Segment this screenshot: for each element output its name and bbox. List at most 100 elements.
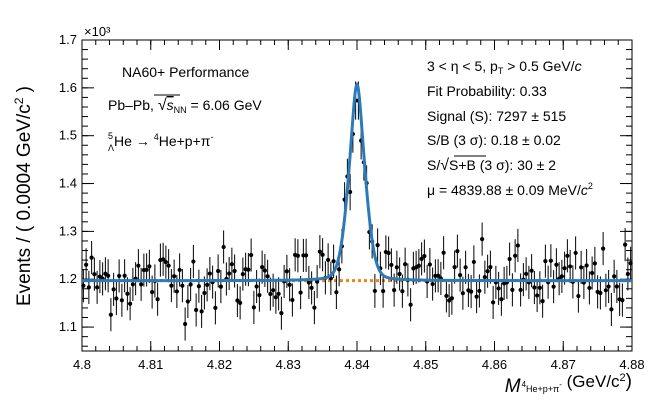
data-point [183,321,188,327]
data-point [331,259,336,264]
data-point [529,268,534,273]
data-point [295,253,300,258]
data-point [452,264,457,270]
data-point [260,265,265,270]
data-point [416,263,421,268]
data-point [507,256,512,262]
data-point [568,264,573,269]
data-point [221,244,226,250]
data-point [444,293,449,299]
data-point [537,285,542,290]
data-point [587,285,592,291]
data-point [518,287,523,293]
data-point [136,263,141,268]
data-point [191,259,196,264]
data-point [216,268,221,274]
fit-curve-group [82,82,632,283]
data-point [287,282,292,287]
annotation-system: Pb–Pb, √sNN = 6.06 GeV [108,97,262,115]
data-point [337,267,342,272]
data-point [430,281,435,287]
data-point [185,299,190,304]
data-point [584,263,589,268]
axis-ticks: 4.8 4.81 4.82 4.83 4.84 4.85 4.86 4.87 4.88 1.1 1.… [59,32,645,372]
x-tick-label: 4.87 [551,357,576,372]
data-point [139,282,144,287]
data-point [180,283,185,288]
data-point [449,296,454,301]
x-tick-label: 4.88 [619,357,644,372]
data-point [403,262,408,267]
data-point [397,271,402,277]
data-point [513,253,518,258]
annotation-significance: S/√S+B (3 σ): 30 ± 2 [427,157,556,174]
data-point [488,265,493,270]
data-point [218,284,223,289]
data-point [326,257,331,263]
data-point [150,289,155,295]
y-tick-label: 1.7 [59,32,77,47]
data-point [386,250,391,256]
data-point [276,291,281,296]
data-point [540,299,545,304]
data-point [623,242,628,247]
data-point [524,271,529,277]
x-tick-label: 4.86 [482,357,507,372]
data-point [455,249,460,254]
data-point [229,262,234,267]
data-point [119,298,124,303]
x-tick-label: 4.8 [73,357,91,372]
data-point [491,300,496,305]
data-point [144,267,149,272]
data-point [592,261,597,266]
data-point [317,249,322,254]
data-point [227,271,232,276]
y-tick-label: 1.5 [59,128,77,143]
x-tick-label: 4.83 [276,357,301,372]
data-point [381,289,386,294]
data-point [562,266,567,271]
data-point [458,272,463,278]
data-point [232,268,237,274]
y-tick-label: 1.2 [59,271,77,286]
data-point [130,282,135,287]
annotation-fit-probability: Fit Probability: 0.33 [427,83,547,99]
data-point [400,289,405,294]
data-point [273,295,278,300]
data-point [279,311,284,316]
data-point [86,285,91,290]
data-point [106,273,111,278]
data-point [614,284,619,289]
data-point [460,291,465,296]
data-point [111,287,116,292]
data-point [172,274,177,279]
data-point [207,271,212,276]
annotation-kinematics: 3 < η < 5, pT > 0.5 GeV/c [427,58,582,76]
annotation-mean: μ = 4839.88 ± 0.09 MeV/c2 [427,181,593,198]
data-point [169,283,174,288]
data-point [548,258,553,263]
data-point [235,298,240,303]
x-tick-label: 4.82 [207,357,232,372]
data-point [603,288,608,293]
data-point [427,262,432,267]
data-point [565,253,570,258]
data-point [499,297,504,302]
y-axis-label: Events / ( 0.0004 GeV/c2 ) [12,86,35,306]
data-point [576,293,581,299]
data-point [389,262,394,268]
data-point [251,305,256,310]
data-point [306,280,311,285]
data-point [551,284,556,289]
data-point [554,262,559,267]
data-point [480,237,485,242]
data-point [174,289,179,294]
data-point [122,273,127,278]
data-point [240,272,245,277]
data-point [532,285,537,290]
data-point [271,288,276,293]
data-point [268,291,273,297]
fit-curve [82,82,632,283]
data-point [249,252,254,258]
data-point [161,257,166,262]
